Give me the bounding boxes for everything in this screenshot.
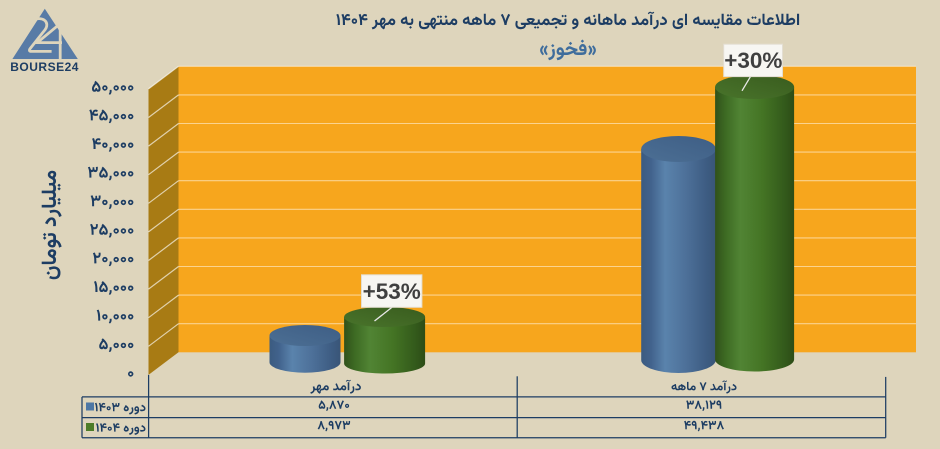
- svg-text:+53%: +53%: [363, 279, 421, 304]
- svg-text:BOURSE24: BOURSE24: [10, 60, 79, 74]
- svg-text:+30%: +30%: [724, 48, 782, 73]
